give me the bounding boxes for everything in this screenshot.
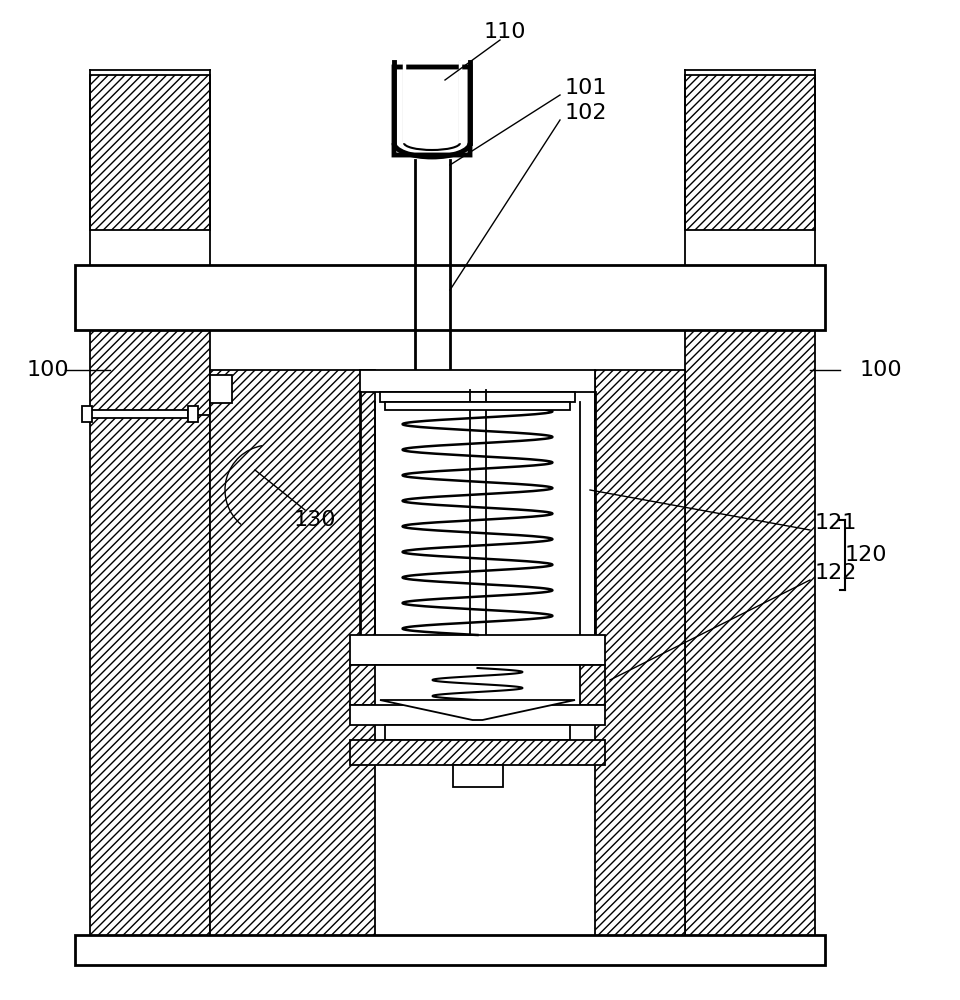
Text: 110: 110 — [484, 22, 526, 42]
Text: 101: 101 — [565, 78, 608, 98]
Bar — [685, 330, 815, 940]
Polygon shape — [380, 700, 575, 720]
Bar — [350, 635, 605, 665]
Bar — [385, 402, 570, 410]
Text: 122: 122 — [815, 563, 857, 583]
Text: 121: 121 — [815, 513, 857, 533]
Bar — [188, 406, 198, 422]
Bar — [375, 665, 580, 710]
Text: 102: 102 — [565, 103, 608, 123]
Bar — [385, 725, 570, 740]
Bar — [350, 740, 605, 765]
Bar — [452, 765, 502, 787]
Bar — [210, 370, 375, 940]
Text: 130: 130 — [294, 510, 336, 530]
FancyBboxPatch shape — [394, 67, 470, 155]
Text: 100: 100 — [860, 360, 902, 380]
Bar — [90, 410, 188, 418]
Bar — [90, 330, 210, 940]
Bar — [570, 665, 605, 705]
Text: 120: 120 — [845, 545, 887, 565]
Bar — [82, 406, 92, 422]
Bar — [350, 665, 385, 705]
Bar — [350, 705, 605, 725]
Bar — [360, 370, 595, 392]
Bar — [75, 935, 825, 965]
Bar — [90, 75, 210, 230]
Bar — [685, 75, 815, 230]
Text: 100: 100 — [27, 360, 69, 380]
Bar — [380, 392, 575, 402]
Bar — [210, 375, 232, 403]
Bar — [595, 370, 685, 940]
Bar — [75, 265, 825, 330]
